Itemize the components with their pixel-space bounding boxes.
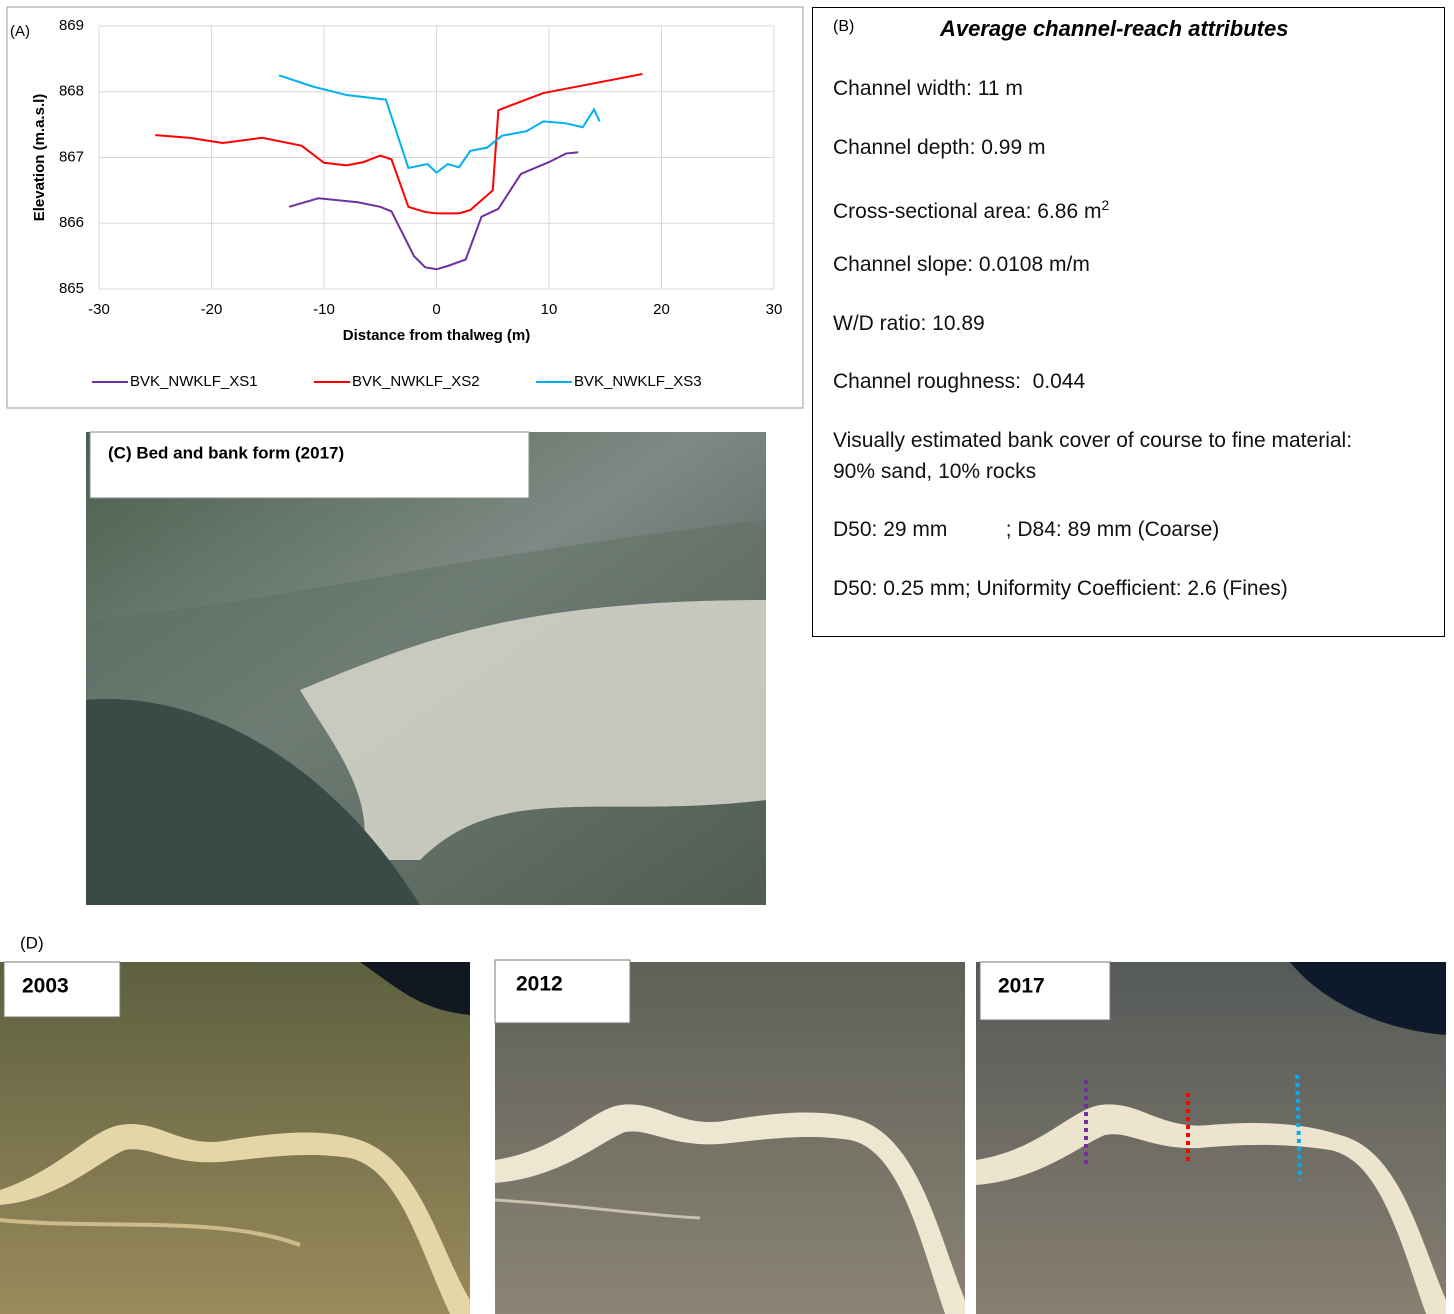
attributes-box: (B) Average channel-reach attributes Cha… [812, 7, 1445, 637]
attribute-line: Channel roughness: 0.044 [833, 366, 1393, 397]
x-tick-label: 30 [766, 301, 783, 318]
attribute-line: D50: 0.25 mm; Uniformity Coefficient: 2.… [833, 573, 1393, 604]
y-tick-label: 868 [59, 83, 84, 100]
attribute-line: Channel depth: 0.99 m [833, 132, 1393, 163]
y-tick-label: 866 [59, 214, 84, 231]
x-tick-label: -20 [201, 301, 223, 318]
year-label: 2003 [22, 975, 69, 998]
year-label: 2017 [998, 975, 1045, 998]
panel-label: (B) [833, 18, 854, 36]
y-tick-label: 867 [59, 148, 84, 165]
panel-label: (D) [20, 933, 44, 952]
year-label: 2012 [516, 973, 563, 996]
legend-label: BVK_NWKLF_XS1 [130, 373, 258, 390]
attribute-line: Visually estimated bank cover of course … [833, 425, 1393, 487]
attribute-line: D50: 29 mm ; D84: 89 mm (Coarse) [833, 514, 1393, 545]
box-title: Average channel-reach attributes [940, 16, 1288, 42]
superscript: 2 [1101, 197, 1109, 213]
y-axis-label: Elevation (m.a.s.l) [31, 94, 48, 222]
panel-label: (A) [10, 23, 30, 40]
x-tick-label: 0 [432, 301, 440, 318]
legend-label: BVK_NWKLF_XS3 [574, 373, 702, 390]
x-tick-label: 20 [653, 301, 670, 318]
attribute-line: Channel width: 11 m [833, 73, 1393, 104]
chart-frame [7, 7, 803, 408]
label-box [90, 432, 529, 498]
y-tick-label: 869 [59, 17, 84, 34]
page: (A) 865 866 867 868 869 -30 -20 -10 0 10 20 30 Dista… [0, 0, 1454, 1314]
attribute-line: W/D ratio: 10.89 [833, 308, 1393, 339]
attribute-line: Channel slope: 0.0108 m/m [833, 249, 1393, 280]
y-tick-label: 865 [59, 280, 84, 297]
attribute-text: Cross-sectional area: 6.86 m [833, 200, 1101, 223]
x-tick-label: 10 [541, 301, 558, 318]
attribute-line: Cross-sectional area: 6.86 m2 [833, 190, 1393, 227]
x-tick-label: -30 [88, 301, 110, 318]
x-axis-label: Distance from thalweg (m) [343, 327, 531, 344]
panel-label: (C) Bed and bank form (2017) [108, 443, 344, 462]
x-tick-label: -10 [313, 301, 335, 318]
legend-label: BVK_NWKLF_XS2 [352, 373, 480, 390]
